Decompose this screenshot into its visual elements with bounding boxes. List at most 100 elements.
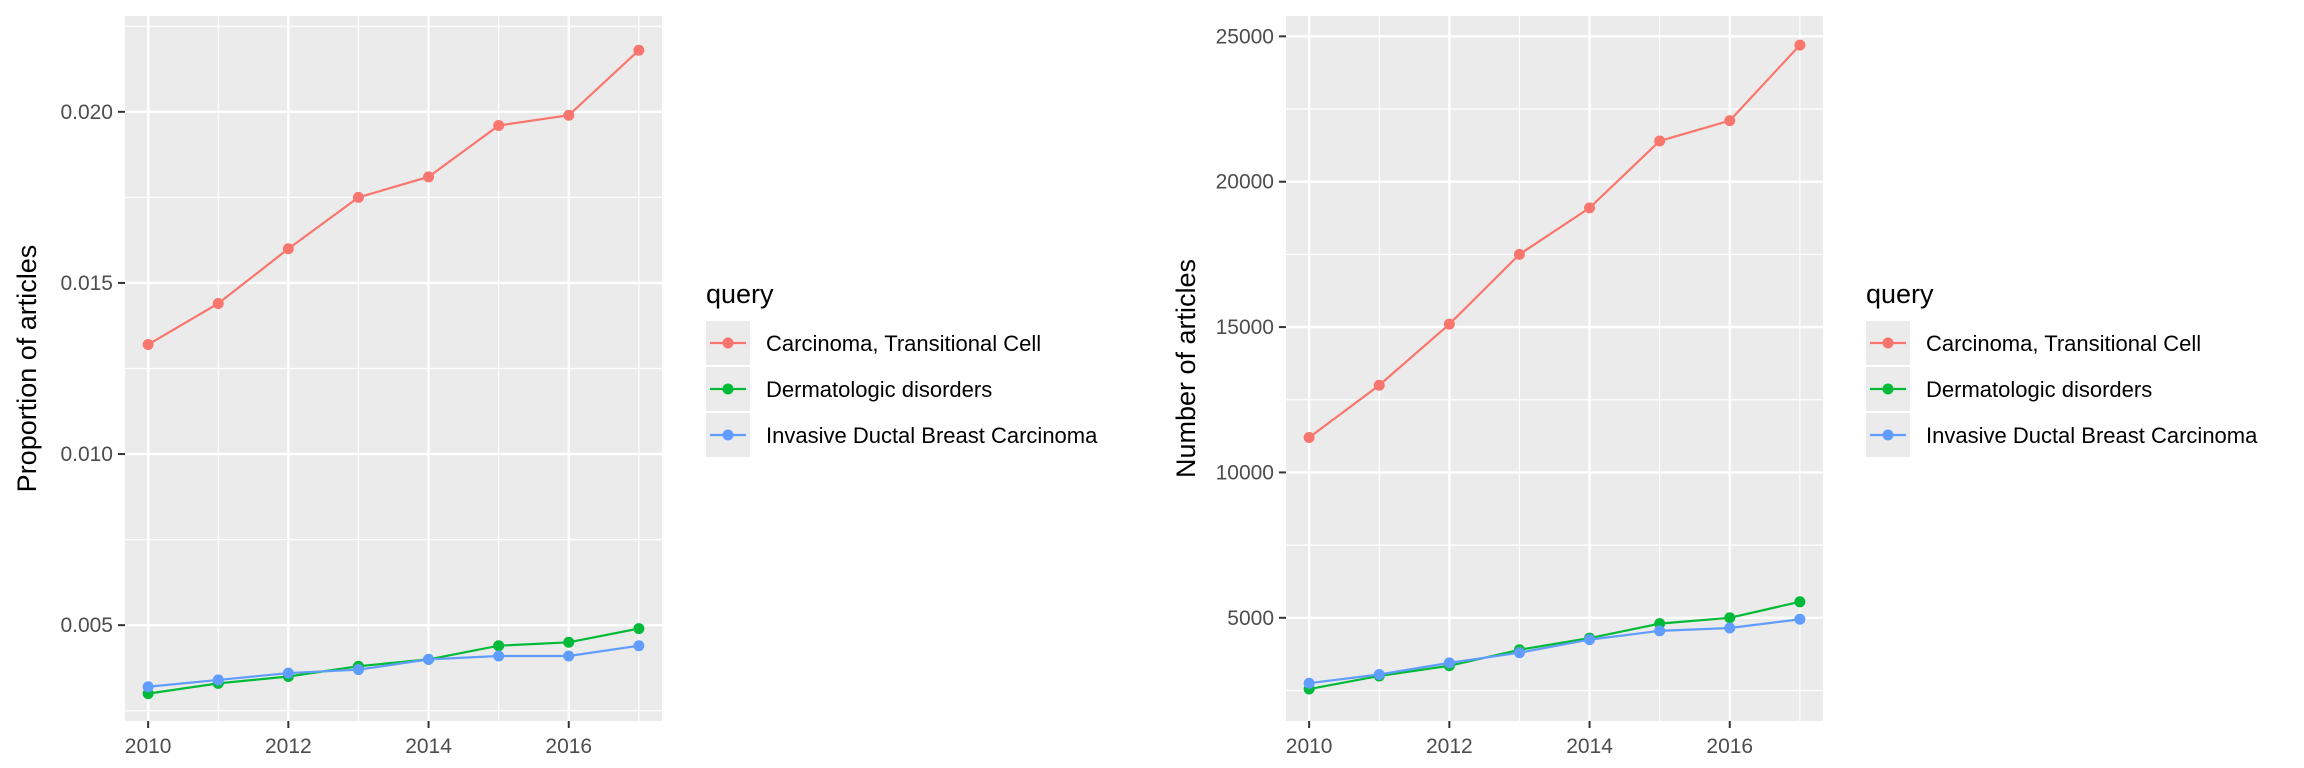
data-point <box>493 120 505 132</box>
legend-item: Carcinoma, Transitional Cell <box>1866 321 2201 365</box>
y-tick-label: 0.020 <box>60 101 113 124</box>
data-point <box>1303 432 1315 444</box>
data-point <box>493 650 505 662</box>
legend-title: query <box>706 279 774 309</box>
data-point <box>282 667 294 679</box>
data-point <box>212 674 224 686</box>
legend-label: Invasive Ductal Breast Carcinoma <box>1926 423 2258 448</box>
legend: query Carcinoma, Transitional Cell Dermat… <box>1866 279 2258 457</box>
y-tick-label: 5000 <box>1227 607 1274 630</box>
series-line <box>1308 618 1801 685</box>
data-point <box>1584 634 1596 646</box>
x-tick-label: 2010 <box>1286 735 1333 758</box>
y-tick-label: 0.015 <box>60 272 113 295</box>
data-point <box>1654 135 1666 147</box>
data-point <box>1794 596 1806 608</box>
data-point <box>1654 625 1666 637</box>
legend-key-point <box>722 337 734 349</box>
legend-key-point <box>1882 337 1894 349</box>
data-point <box>1443 657 1455 669</box>
series-1 <box>142 44 645 351</box>
y-tick-label: 0.005 <box>60 614 113 637</box>
data-point <box>563 636 575 648</box>
data-point <box>282 243 294 255</box>
chart-count: 2010 2012 2014 2016 5000 10000 15000 20000 2500… <box>1171 16 2258 758</box>
data-point <box>423 171 435 183</box>
data-point <box>1794 613 1806 625</box>
data-point <box>352 191 364 203</box>
series-line <box>148 644 640 688</box>
y-axis-title: Number of articles <box>1171 259 1201 478</box>
data-point <box>352 664 364 676</box>
series-layer <box>1303 39 1806 695</box>
data-point <box>633 640 645 652</box>
legend-key-point <box>1882 429 1894 441</box>
y-axis-title: Proportion of articles <box>12 245 42 493</box>
data-point <box>1373 379 1385 391</box>
legend-item: Invasive Ductal Breast Carcinoma <box>706 413 1098 457</box>
data-point <box>1513 647 1525 659</box>
x-axis-ticks: 2010 2012 2014 2016 <box>125 721 592 758</box>
data-point <box>1584 202 1596 214</box>
data-point <box>493 640 505 652</box>
legend-key-point <box>1882 383 1894 395</box>
data-point <box>1724 612 1736 624</box>
y-tick-label: 25000 <box>1216 25 1274 48</box>
y-tick-label: 0.010 <box>60 443 113 466</box>
series-layer <box>142 44 645 700</box>
legend-label: Invasive Ductal Breast Carcinoma <box>766 423 1098 448</box>
series-line <box>147 49 640 346</box>
data-point <box>633 44 645 56</box>
plot-panel <box>1286 16 1823 721</box>
chart-proportion: 2010 2012 2014 2016 0.005 0.010 0.015 0.020 Pr… <box>12 16 1098 758</box>
x-tick-label: 2012 <box>265 735 312 758</box>
legend-label: Dermatologic disorders <box>1926 377 2152 402</box>
series-line <box>147 627 640 695</box>
data-point <box>1724 115 1736 127</box>
y-axis-ticks: 0.005 0.010 0.015 0.020 <box>60 101 125 637</box>
y-tick-label: 20000 <box>1216 171 1274 194</box>
y-tick-label: 15000 <box>1216 316 1274 339</box>
x-tick-label: 2014 <box>405 735 452 758</box>
data-point <box>1443 318 1455 330</box>
data-point <box>142 681 154 693</box>
data-point <box>563 109 575 121</box>
legend-item: Dermatologic disorders <box>706 367 992 411</box>
x-tick-label: 2016 <box>1706 735 1753 758</box>
series-3 <box>1303 613 1806 689</box>
major-gridlines <box>125 16 662 721</box>
x-tick-label: 2012 <box>1426 735 1473 758</box>
legend: query Carcinoma, Transitional Cell Dermat… <box>706 279 1098 457</box>
data-point <box>423 653 435 665</box>
minor-gridlines <box>125 16 662 721</box>
series-1 <box>1303 39 1806 444</box>
data-point <box>1303 677 1315 689</box>
legend-item: Carcinoma, Transitional Cell <box>706 321 1041 365</box>
x-tick-label: 2016 <box>545 735 592 758</box>
y-axis-ticks: 5000 10000 15000 20000 25000 <box>1216 25 1286 630</box>
data-point <box>1794 39 1806 51</box>
legend-item: Dermatologic disorders <box>1866 367 2152 411</box>
data-point <box>563 650 575 662</box>
series-line <box>1308 600 1801 691</box>
x-axis-ticks: 2010 2012 2014 2016 <box>1286 721 1753 758</box>
legend-title: query <box>1866 279 1934 309</box>
y-tick-label: 10000 <box>1216 461 1274 484</box>
data-point <box>1513 248 1525 260</box>
data-point <box>633 623 645 635</box>
legend-key-point <box>722 429 734 441</box>
x-tick-label: 2014 <box>1566 735 1613 758</box>
legend-key-point <box>722 383 734 395</box>
x-tick-label: 2010 <box>125 735 172 758</box>
data-point <box>212 297 224 309</box>
legend-label: Dermatologic disorders <box>766 377 992 402</box>
data-point <box>1724 622 1736 634</box>
legend-label: Carcinoma, Transitional Cell <box>1926 331 2201 356</box>
legend-label: Carcinoma, Transitional Cell <box>766 331 1041 356</box>
data-point <box>1373 668 1385 680</box>
series-line <box>1308 44 1801 439</box>
major-gridlines <box>1286 16 1823 721</box>
data-point <box>142 339 154 351</box>
series-3 <box>142 640 645 693</box>
